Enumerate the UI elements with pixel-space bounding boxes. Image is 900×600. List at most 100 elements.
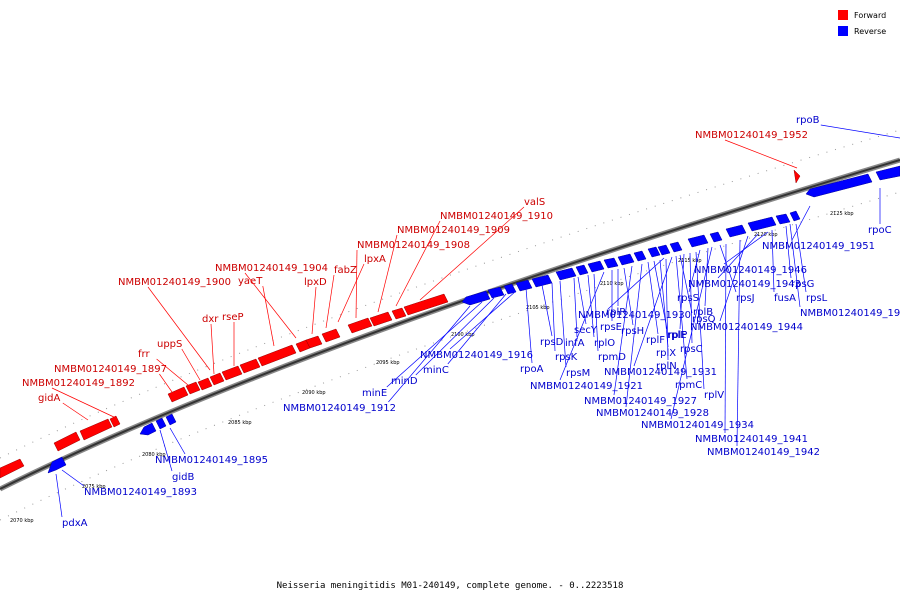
- figure-caption: Neisseria meningitidis M01-240149, compl…: [277, 581, 624, 591]
- reverse-gene: [805, 173, 873, 198]
- reverse-gene: [575, 264, 589, 276]
- gene-label: pdxA: [62, 518, 88, 529]
- reverse-gene: [555, 267, 577, 281]
- leader-line: [695, 251, 705, 390]
- gene-label: NMBM01240149_1908: [357, 240, 470, 251]
- reverse-gene: [47, 456, 67, 474]
- leader-line: [355, 249, 358, 319]
- forward-legend-label: Forward: [854, 11, 886, 20]
- gene-label: rplP: [668, 330, 687, 341]
- leader-line: [51, 387, 117, 419]
- reverse-gene: [139, 422, 157, 436]
- leader-line: [395, 220, 441, 307]
- reverse-gene: [165, 413, 177, 426]
- leader-line: [607, 257, 665, 310]
- reverse-gene: [603, 257, 619, 269]
- leader-line: [723, 231, 769, 265]
- leader-line: [665, 258, 669, 361]
- leader-line: [719, 244, 737, 293]
- reverse-gene: [657, 244, 671, 256]
- gene-label: NMBM01240149_1912: [283, 403, 396, 414]
- leader-line: [593, 273, 599, 352]
- leader-line: [61, 469, 85, 487]
- reverse-gene: [775, 213, 791, 225]
- gene-label: NMBM01240149_1895: [155, 455, 268, 466]
- scale-tick-label: 2075 kbp: [82, 484, 106, 490]
- gene-label: NMBM01240149_1904: [215, 263, 328, 274]
- gene-label: rpoC: [868, 225, 892, 236]
- gene-label: minC: [423, 365, 449, 376]
- reverse-gene: [487, 286, 505, 299]
- forward-gene: [257, 344, 297, 367]
- forward-gene: [221, 365, 243, 381]
- leader-line: [577, 276, 587, 325]
- leader-line: [415, 297, 495, 376]
- reverse-guide: [0, 191, 900, 521]
- scale-tick-label: 2105 kbp: [526, 305, 550, 311]
- gene-label: NMBM01240149_1893: [84, 487, 197, 498]
- leader-line: [377, 234, 398, 313]
- gene-label: NMBM01240149_1943: [688, 279, 801, 290]
- gene-label: minD: [391, 376, 418, 387]
- gene-label: NMBM01240149_1892: [22, 378, 135, 389]
- reverse-gene: [587, 260, 605, 273]
- gene-label: rpsM: [566, 368, 590, 379]
- gene-label: NMBM01240149_1946: [694, 265, 807, 276]
- leader-line: [447, 293, 507, 365]
- forward-gene: [793, 169, 801, 184]
- scale-tick-label: 2095 kbp: [376, 360, 400, 366]
- backbone-line-inner: [0, 159, 900, 490]
- leader-line: [449, 290, 517, 350]
- gene-label: rplE: [667, 330, 687, 341]
- reverse-legend-label: Reverse: [854, 27, 886, 36]
- gene-label: rpmC: [675, 380, 702, 391]
- scale-tick-label: 2100 kbp: [451, 332, 475, 338]
- forward-gene: [369, 311, 393, 327]
- gene-label: lpxA: [364, 254, 386, 265]
- reverse-gene: [647, 246, 661, 258]
- leader-line: [386, 301, 483, 388]
- reverse-gene: [155, 417, 167, 430]
- gene-label: fusA: [774, 293, 796, 304]
- leader-line: [159, 429, 173, 472]
- gene-label: rpsL: [806, 293, 828, 304]
- leader-line: [670, 246, 713, 420]
- forward-gene: [197, 377, 213, 391]
- gene-label: rpmD: [598, 352, 626, 363]
- reverse-gene: [747, 216, 777, 232]
- gene-label: NMBM01240149_1900: [118, 277, 231, 288]
- leader-line: [525, 287, 533, 364]
- reverse-gene: [669, 241, 683, 253]
- forward-gene: [167, 386, 189, 403]
- gene-labels: gidA NMBM01240149_1892 NMBM01240149_1897 fr…: [22, 115, 900, 529]
- gene-label: gidA: [38, 393, 60, 404]
- forward-guide: [0, 129, 900, 459]
- forward-gene: [305, 335, 323, 349]
- gene-label: rpsD: [540, 337, 564, 348]
- gene-label: fabZ: [334, 265, 357, 276]
- forward-gene: [347, 317, 373, 334]
- forward-gene: [321, 328, 341, 343]
- reverse-legend-swatch: [838, 26, 848, 36]
- leader-line: [325, 274, 335, 329]
- forward-gene: [209, 372, 225, 386]
- leader-line: [169, 427, 186, 455]
- gene-label: valS: [524, 197, 545, 208]
- leader-line: [724, 243, 727, 434]
- reverse-gene: [709, 231, 723, 243]
- gene-label: NMBM01240149_1944: [690, 322, 803, 333]
- gene-label: NMBM01240149_1942: [707, 447, 820, 458]
- gene-label: NMBM01240149_1927: [584, 396, 697, 407]
- gene-label: gidB: [172, 472, 194, 483]
- gene-label: NMBM01240149_1916: [420, 350, 533, 361]
- leader-line: [659, 259, 669, 348]
- reverse-gene: [461, 290, 491, 306]
- gene-label: yaeT: [238, 276, 263, 287]
- reverse-features: [47, 165, 900, 474]
- leader-line: [262, 285, 275, 347]
- leader-line: [613, 265, 633, 396]
- reverse-gene: [875, 165, 900, 181]
- forward-legend-swatch: [838, 10, 848, 20]
- leader-line: [653, 260, 668, 330]
- forward-gene: [403, 293, 449, 316]
